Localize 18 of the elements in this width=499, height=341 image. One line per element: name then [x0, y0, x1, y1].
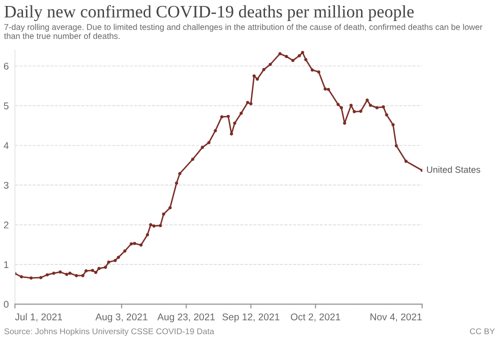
source-note: Source: Johns Hopkins University CSSE COVID-19 Data	[4, 328, 214, 336]
y-tick-label: 3	[4, 182, 8, 189]
x-tick-label: Nov 4, 2021	[370, 313, 422, 322]
chart-subtitle: 7-day rolling average. Due to limited testing and challenges in the attribution of the cause of death, confirmed deaths can be lower than the true number of deaths.	[4, 24, 482, 39]
y-tick-label: 4	[4, 142, 9, 149]
y-tick-label: 1	[4, 261, 8, 268]
x-tick-label: Aug 3, 2021	[95, 313, 148, 322]
series-label: United States	[427, 166, 480, 173]
text: CC BY	[470, 328, 495, 334]
y-tick-label: 2	[4, 222, 8, 228]
x-tick-label: Sep 12, 2021	[222, 313, 280, 322]
x-tick-label: Oct 2, 2021	[290, 313, 340, 322]
y-tick-label: 6	[4, 62, 8, 70]
y-tick-label: 0	[4, 300, 9, 308]
y-tick-label: 5	[4, 102, 8, 110]
x-tick-label: Aug 23, 2021	[157, 313, 215, 322]
x-tick-label: Jul 1, 2021	[15, 313, 62, 322]
chart-title: Daily new confirmed COVID-19 deaths per million people	[4, 5, 414, 22]
